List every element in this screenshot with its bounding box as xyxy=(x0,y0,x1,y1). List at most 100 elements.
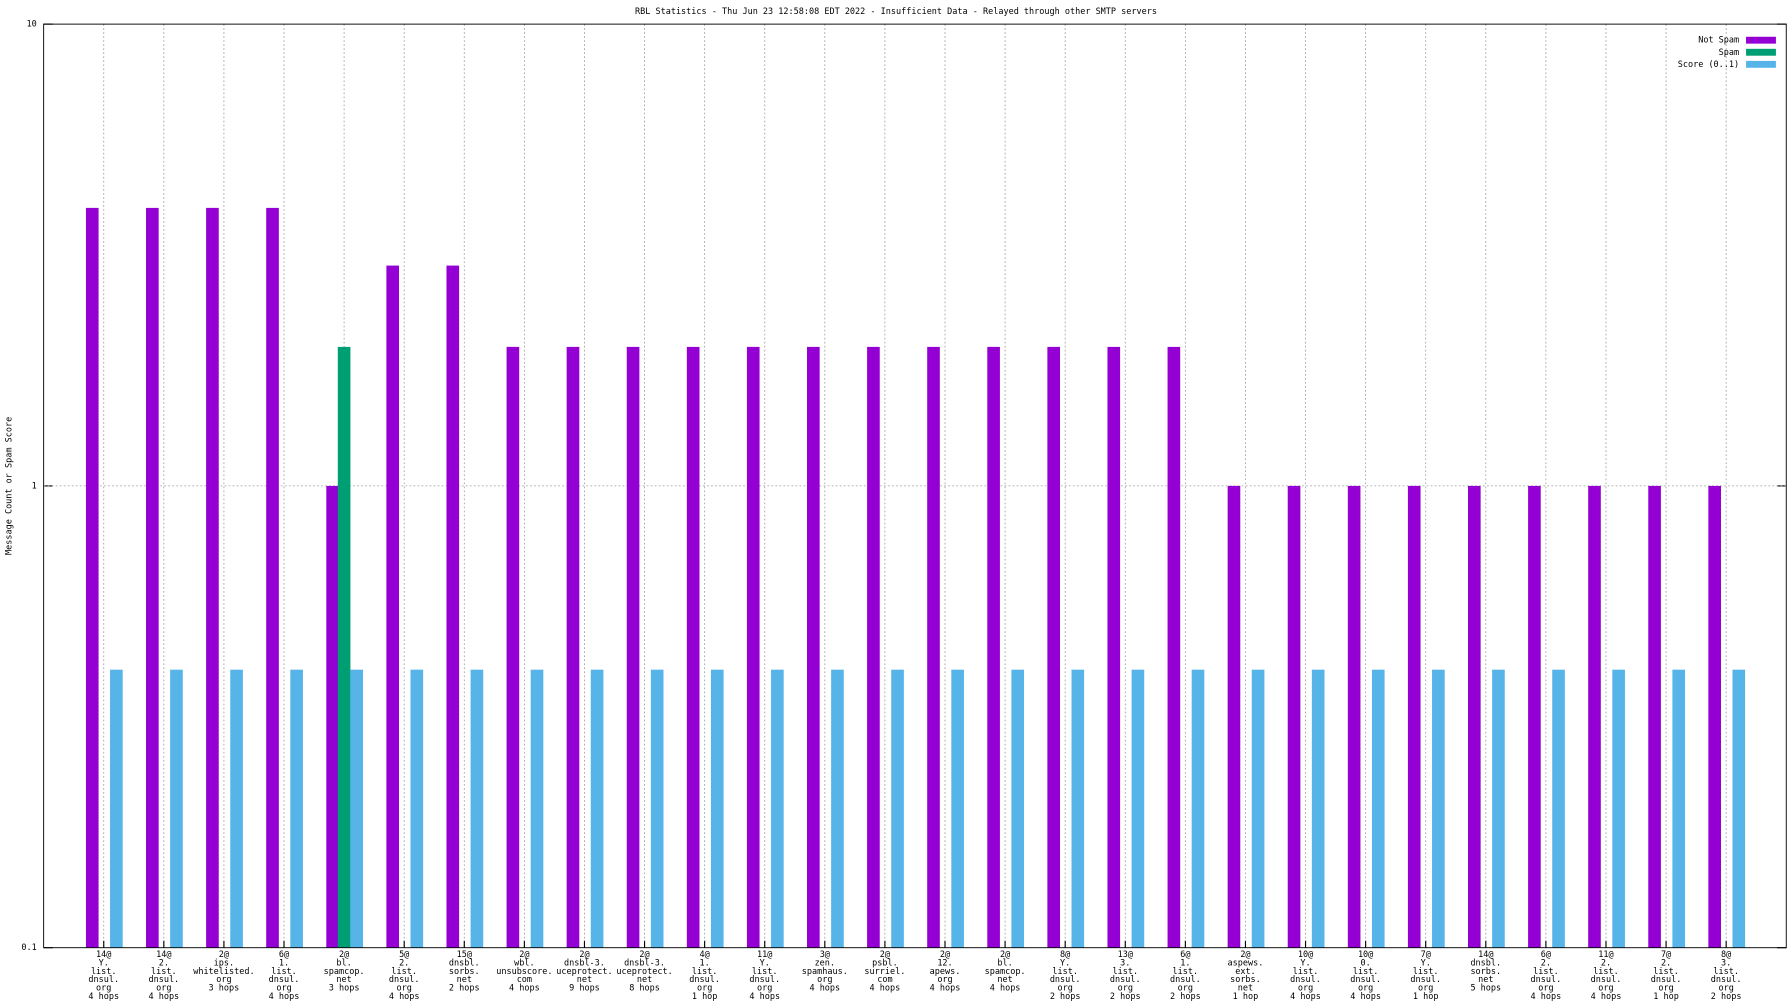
bar xyxy=(206,207,219,948)
bar xyxy=(337,346,351,948)
bar xyxy=(710,669,724,948)
x-tick-label: org xyxy=(1538,984,1553,994)
x-tick-label: Y. xyxy=(760,958,770,968)
x-tick-label: 6@ xyxy=(279,950,289,960)
plot-border xyxy=(43,23,1787,949)
x-tick-label: net xyxy=(336,975,351,985)
x-tick-label: bl. xyxy=(336,958,351,968)
bar xyxy=(807,346,820,948)
bar xyxy=(1107,346,1121,948)
x-tick-label: 2. xyxy=(1601,958,1611,968)
chart-title: RBL Statistics - Thu Jun 23 12:58:08 EDT… xyxy=(635,7,1157,17)
bar xyxy=(446,265,460,948)
legend-label: Not Spam xyxy=(1698,36,1739,46)
legend-swatch xyxy=(1746,60,1776,68)
bar xyxy=(927,346,940,948)
bar xyxy=(110,669,123,948)
bar xyxy=(326,485,339,948)
bar xyxy=(987,346,1000,948)
x-tick-label: list. xyxy=(692,967,718,977)
x-tick-label: list. xyxy=(271,967,297,977)
x-tick-label: dnsul. xyxy=(269,975,300,985)
x-tick-label: 14@ xyxy=(1478,950,1493,960)
x-tick-label: 2@ xyxy=(940,950,950,960)
bar xyxy=(1407,485,1421,948)
bar xyxy=(831,669,844,948)
x-tick-label: dnsbl-3. xyxy=(624,958,665,968)
x-tick-label: 2@ xyxy=(339,950,349,960)
x-tick-label: Y. xyxy=(1060,958,1070,968)
x-tick-label: dnsul. xyxy=(1170,975,1201,985)
x-tick-label: org xyxy=(397,984,412,994)
x-tick-label: dnsul. xyxy=(1711,975,1742,985)
x-tick-label: list. xyxy=(1112,967,1138,977)
x-tick-label: bl. xyxy=(997,958,1012,968)
x-tick-label: 2@ xyxy=(579,950,589,960)
x-tick-label: 8@ xyxy=(1060,950,1070,960)
x-tick-label: com xyxy=(877,975,892,985)
x-tick-label: 4 hops xyxy=(88,992,119,1002)
y-tick-label: 10 xyxy=(27,20,37,30)
y-tick-label: 1 xyxy=(32,481,37,491)
x-tick-label: spamcop. xyxy=(985,967,1026,977)
bar xyxy=(1588,485,1601,948)
bar xyxy=(1732,669,1746,948)
x-tick-label: 2 hops xyxy=(1050,992,1081,1002)
x-tick-label: 8 hops xyxy=(629,984,660,994)
bar xyxy=(170,669,183,948)
x-tick-label: 2. xyxy=(159,958,169,968)
x-tick-label: list. xyxy=(91,967,117,977)
x-tick-label: 2@ xyxy=(639,950,649,960)
x-tick-label: 4 hops xyxy=(809,984,840,994)
x-tick-label: sorbs. xyxy=(1470,967,1501,977)
x-tick-label: dnsbl. xyxy=(1470,958,1501,968)
bar xyxy=(867,346,880,948)
x-tick-label: 4 hops xyxy=(1591,992,1622,1002)
bar xyxy=(1612,669,1625,948)
bar xyxy=(1047,346,1061,948)
x-tick-label: list. xyxy=(1173,967,1199,977)
x-tick-label: 11@ xyxy=(757,950,772,960)
x-tick-label: 1 hop xyxy=(1233,992,1259,1002)
x-tick-label: surriel. xyxy=(864,967,905,977)
x-tick-label: Y. xyxy=(1421,958,1431,968)
x-tick-label: 10@ xyxy=(1358,950,1373,960)
x-tick-label: dnsul. xyxy=(389,975,420,985)
x-tick-label: 1 hop xyxy=(1653,992,1679,1002)
bar xyxy=(650,669,664,948)
x-tick-label: 1 hop xyxy=(1413,992,1439,1002)
y-tick-label: 0.1 xyxy=(21,943,36,953)
x-tick-label: list. xyxy=(1413,967,1439,977)
x-tick-label: 11@ xyxy=(1598,950,1613,960)
x-tick-label: 2 hops xyxy=(1170,992,1201,1002)
legend-label: Score (0..1) xyxy=(1678,60,1739,70)
x-tick-label: org xyxy=(1118,984,1133,994)
bar xyxy=(686,346,700,948)
x-tick-label: 4 hops xyxy=(990,984,1021,994)
x-tick-label: org xyxy=(1418,984,1433,994)
bar xyxy=(746,346,760,948)
x-tick-label: Y. xyxy=(1300,958,1310,968)
x-tick-label: 4 hops xyxy=(930,984,961,994)
x-tick-label: dnsul. xyxy=(689,975,720,985)
x-tick-label: apews. xyxy=(930,967,961,977)
bar xyxy=(1468,485,1481,948)
x-tick-label: 12. xyxy=(937,958,952,968)
bar xyxy=(1191,669,1205,948)
bar xyxy=(1167,346,1181,948)
bar xyxy=(230,669,243,948)
legend-swatch xyxy=(1746,48,1776,56)
bar xyxy=(85,207,99,948)
x-tick-label: list. xyxy=(151,967,177,977)
x-tick-label: 6@ xyxy=(1180,950,1190,960)
x-tick-label: ext. xyxy=(1235,967,1255,977)
x-tick-label: 4 hops xyxy=(148,992,179,1002)
x-tick-label: 4 hops xyxy=(269,992,300,1002)
bar xyxy=(386,265,400,948)
x-tick-label: 1. xyxy=(279,958,289,968)
x-tick-label: list. xyxy=(1052,967,1078,977)
x-tick-label: 6@ xyxy=(1541,950,1551,960)
x-tick-label: net xyxy=(1478,975,1493,985)
x-tick-label: org xyxy=(1358,984,1373,994)
x-tick-label: 8@ xyxy=(1721,950,1731,960)
